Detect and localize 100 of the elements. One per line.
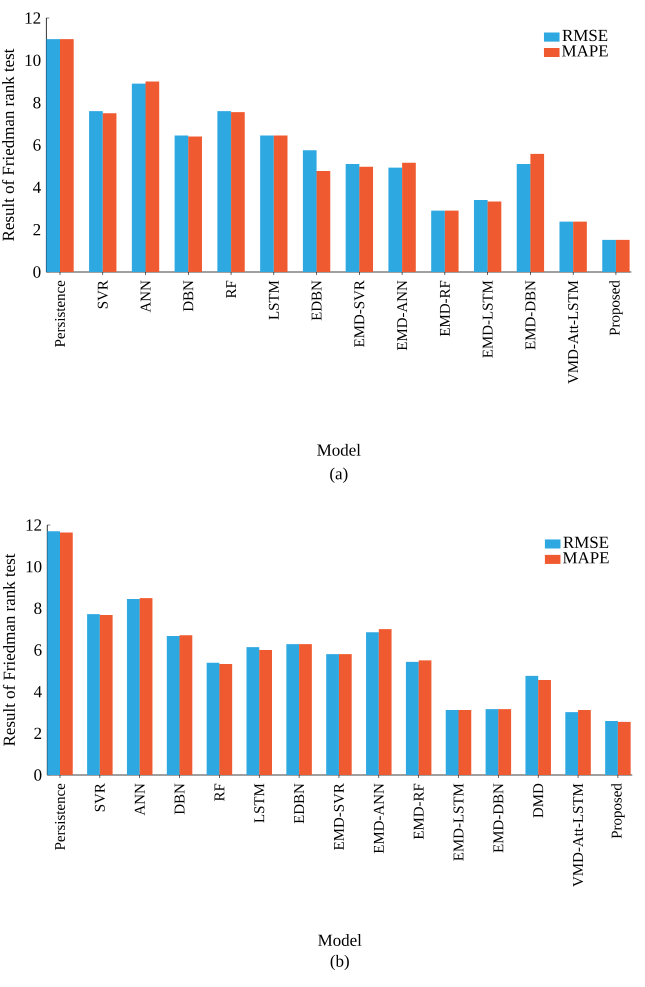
bar (146, 81, 160, 272)
bar (132, 84, 146, 272)
text: (a) (330, 468, 348, 483)
bar (618, 722, 631, 775)
bar (446, 710, 459, 775)
x-tick-label: EDBN (294, 784, 304, 824)
bar (326, 654, 339, 775)
y-tick-label: 4 (34, 686, 42, 698)
bar (60, 532, 73, 775)
legend-label: MAPE (562, 552, 609, 564)
x-axis-title: Model (317, 444, 361, 456)
bar (316, 171, 330, 272)
bar (46, 39, 60, 272)
x-tick-label: DBN (174, 784, 184, 814)
y-tick-label: 8 (34, 602, 42, 614)
x-tick-label: EMD-DBN (493, 784, 504, 852)
x-tick-label: Persistence (54, 784, 66, 850)
bar (274, 135, 288, 272)
x-tick-label: EMD-ANN (374, 784, 384, 854)
legend-label: RMSE (563, 536, 608, 548)
y-tick-label: 12 (26, 12, 40, 24)
y-tick-label: 6 (33, 139, 41, 151)
bar (166, 636, 180, 775)
text: (b) (330, 954, 349, 970)
bar (302, 150, 317, 272)
bar (573, 222, 587, 272)
x-tick-label: VMD-Att-LSTM (568, 280, 578, 384)
bar (602, 240, 616, 272)
x-tick-label: Proposed (611, 783, 625, 838)
bar (444, 210, 459, 272)
y-tick-label: 8 (33, 96, 40, 108)
y-tick-label: 10 (26, 54, 40, 66)
x-tick-label: EMD-LSTM (453, 784, 464, 861)
bar (180, 635, 192, 775)
x-tick-label: ANN (140, 280, 150, 312)
bar (219, 664, 232, 775)
x-tick-label: EMD-RF (440, 280, 450, 336)
x-tick-label: VMD-Att-LSTM (573, 784, 584, 887)
bar (359, 166, 374, 272)
y-tick-label: 10 (26, 560, 42, 572)
x-tick-label: EMD-SVR (354, 280, 364, 347)
bar (525, 676, 538, 775)
bar (431, 210, 445, 272)
y-tick-label: 2 (34, 728, 42, 739)
bar (498, 709, 512, 775)
bar (486, 709, 498, 775)
y-axis-title: Result of Friedman rank test (2, 554, 15, 746)
legend-label: RMSE (562, 30, 608, 42)
bar (516, 164, 530, 272)
bar (231, 112, 245, 272)
bar (378, 629, 392, 775)
x-tick-label: EMD-ANN (397, 280, 408, 350)
x-tick-label: DMD (533, 784, 544, 818)
y-tick-label: 0 (33, 266, 40, 278)
x-tick-label: RF (214, 784, 224, 802)
bar (174, 135, 188, 272)
bar (346, 164, 360, 272)
bar (206, 662, 220, 775)
bar (126, 598, 140, 775)
x-tick-label: SVR (94, 783, 105, 812)
bar (89, 111, 103, 272)
bar (418, 660, 432, 775)
bar (530, 154, 544, 272)
x-tick-label: EMD-RF (414, 784, 424, 840)
y-tick-label: 4 (32, 182, 41, 193)
x-tick-label: ANN (134, 784, 145, 816)
x-tick-label: DBN (183, 280, 194, 312)
bar (140, 598, 152, 775)
x-axis-title: Model (318, 934, 362, 946)
bar (565, 712, 578, 775)
bar (488, 202, 502, 272)
bar (286, 644, 300, 775)
bar (260, 135, 274, 272)
legend-label: MAPE (562, 45, 608, 56)
y-tick-label: 6 (34, 644, 42, 656)
bar (578, 710, 591, 775)
bar (246, 647, 260, 775)
x-tick-label: EMD-LSTM (482, 280, 493, 358)
bar (388, 168, 402, 272)
bar (538, 680, 551, 775)
bar (217, 111, 232, 272)
bar (87, 614, 100, 775)
x-tick-label: EMD-DBN (525, 280, 536, 350)
y-tick-label: 2 (33, 224, 40, 236)
bar (60, 39, 74, 272)
bar (616, 240, 630, 272)
bar (402, 162, 416, 272)
bar (366, 632, 379, 775)
bar (338, 654, 352, 775)
x-tick-label: EMD-SVR (334, 783, 344, 850)
x-tick-label: Persistence (54, 280, 66, 347)
bar (188, 136, 202, 272)
y-tick-label: 0 (34, 769, 42, 781)
x-tick-label: LSTM (268, 280, 279, 320)
x-tick-label: Proposed (609, 280, 623, 336)
x-tick-label: EDBN (312, 280, 322, 320)
bar (559, 222, 574, 272)
bar (47, 531, 60, 775)
bar (474, 200, 488, 272)
y-tick-label: 12 (26, 519, 42, 531)
